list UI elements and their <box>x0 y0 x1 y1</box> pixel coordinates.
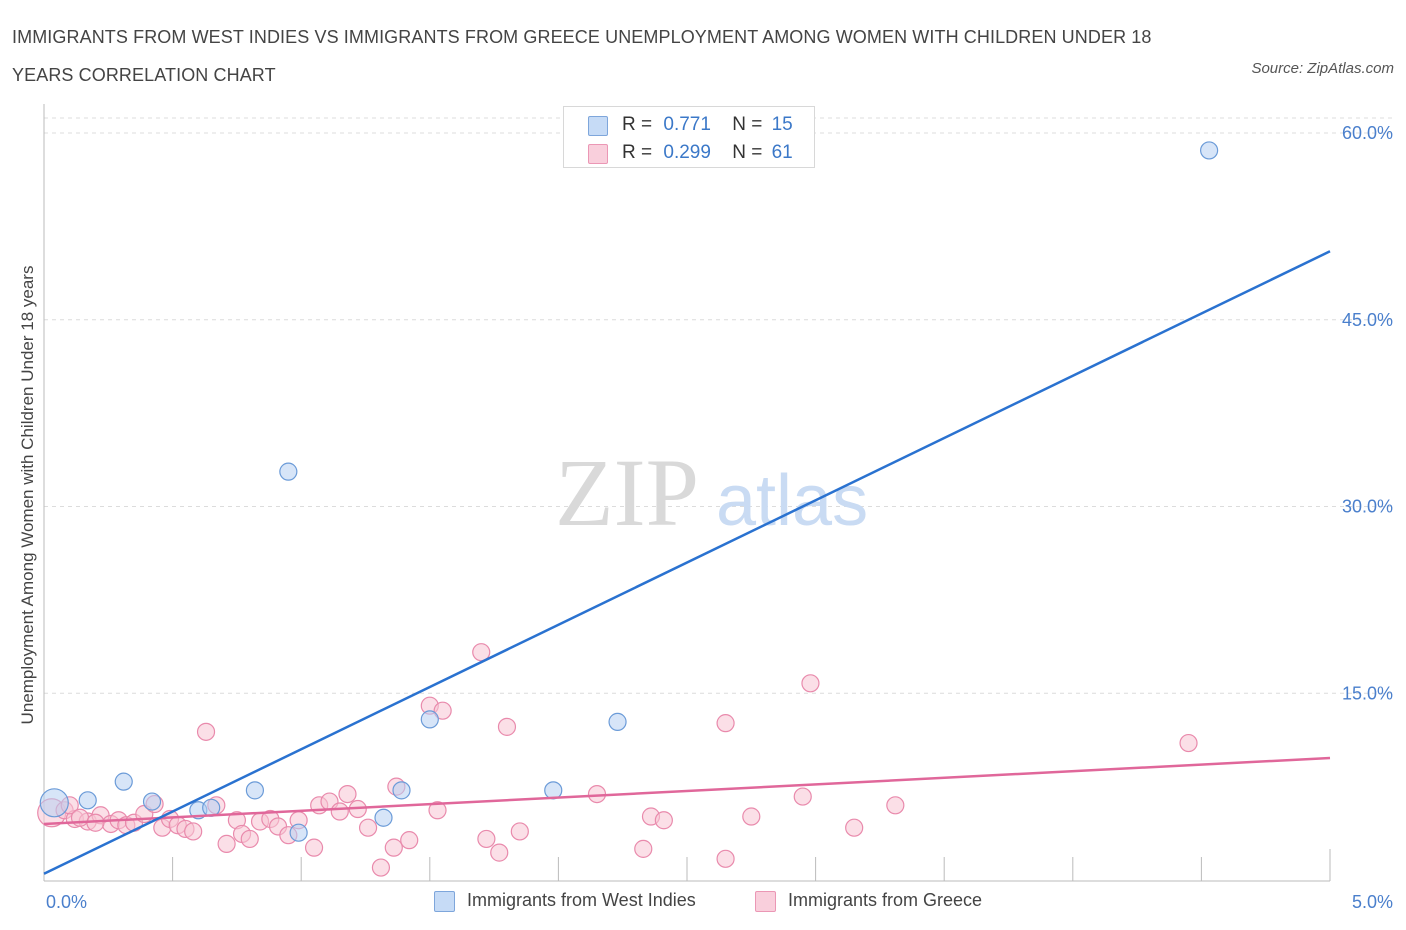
point-west-indies[interactable] <box>39 788 69 818</box>
point-greece[interactable] <box>184 822 203 841</box>
tick-labels: 15.0% 30.0% 45.0% 60.0% 0.0% 5.0% <box>46 123 1393 912</box>
point-greece[interactable] <box>433 701 452 720</box>
point-greece[interactable] <box>400 831 419 850</box>
point-west-indies[interactable] <box>142 792 162 811</box>
point-greece[interactable] <box>358 818 378 837</box>
point-west-indies[interactable] <box>289 823 308 842</box>
point-west-indies[interactable] <box>78 791 97 810</box>
trend-line-greece <box>43 756 1331 826</box>
y-tick-label: 15.0% <box>1342 683 1393 703</box>
point-greece[interactable] <box>716 849 735 868</box>
legend-label-greece: Immigrants from Greece <box>788 890 983 910</box>
stats-swatch-greece <box>588 144 608 164</box>
point-greece[interactable] <box>845 818 864 837</box>
gridlines <box>44 117 1395 694</box>
point-west-indies[interactable] <box>392 781 411 800</box>
point-greece[interactable] <box>70 808 90 827</box>
point-greece[interactable] <box>716 714 735 733</box>
point-greece[interactable] <box>634 839 653 858</box>
stats-swatch-west-indies <box>588 116 608 136</box>
point-greece[interactable] <box>490 843 509 862</box>
point-greece[interactable] <box>304 838 324 857</box>
point-west-indies[interactable] <box>374 808 393 827</box>
point-west-indies[interactable] <box>279 462 298 481</box>
y-tick-label: 60.0% <box>1342 123 1393 143</box>
x-tick-label-min: 0.0% <box>46 892 87 912</box>
point-west-indies[interactable] <box>420 710 439 729</box>
stats-n-label: N = <box>732 142 763 163</box>
watermark: ZIP atlas <box>555 439 868 546</box>
point-greece[interactable] <box>1179 733 1198 753</box>
correlation-stats-box: R = 0.771 N = 15 R = 0.299 N = 61 <box>563 106 815 168</box>
legend-swatch-west-indies <box>434 891 455 912</box>
point-greece[interactable] <box>477 829 496 849</box>
trend-line-west-indies <box>43 250 1331 875</box>
y-tick-label: 45.0% <box>1342 310 1393 330</box>
point-west-indies[interactable] <box>608 712 627 731</box>
point-west-indies[interactable] <box>1200 141 1219 160</box>
data-points <box>37 141 1219 877</box>
point-greece[interactable] <box>338 784 357 804</box>
legend-swatch-greece <box>755 891 776 912</box>
watermark-atlas: atlas <box>716 461 868 541</box>
point-greece[interactable] <box>886 796 905 815</box>
y-tick-label: 30.0% <box>1342 497 1393 517</box>
trend-lines <box>43 250 1331 875</box>
stats-r-value: 0.299 <box>663 142 711 163</box>
legend-label-west-indies: Immigrants from West Indies <box>467 890 696 910</box>
stats-n-label: N = <box>732 114 763 135</box>
point-greece[interactable] <box>472 643 491 662</box>
stats-r-label: R = <box>622 142 653 163</box>
watermark-zip: ZIP <box>555 439 699 546</box>
point-greece[interactable] <box>330 802 349 821</box>
point-greece[interactable] <box>196 722 216 741</box>
stats-n-value: 61 <box>771 142 793 163</box>
point-west-indies[interactable] <box>245 781 265 800</box>
stats-r-value: 0.771 <box>663 114 711 135</box>
point-greece[interactable] <box>217 834 236 853</box>
point-west-indies[interactable] <box>114 772 133 791</box>
point-greece[interactable] <box>742 807 761 826</box>
point-greece[interactable] <box>654 811 673 830</box>
point-greece[interactable] <box>497 717 517 736</box>
point-greece[interactable] <box>371 858 391 877</box>
point-greece[interactable] <box>428 801 447 820</box>
chart-legend: Immigrants from West Indies Immigrants f… <box>0 888 1406 918</box>
point-west-indies[interactable] <box>202 798 221 817</box>
stats-r-label: R = <box>622 114 653 135</box>
point-greece[interactable] <box>384 838 403 857</box>
point-greece[interactable] <box>240 829 259 849</box>
point-greece[interactable] <box>510 822 529 841</box>
point-greece[interactable] <box>801 674 820 693</box>
chart-title: IMMIGRANTS FROM WEST INDIES VS IMMIGRANT… <box>12 27 1152 85</box>
source-credit: Source: ZipAtlas.com <box>1251 60 1394 77</box>
stats-n-value: 15 <box>771 114 793 135</box>
point-greece[interactable] <box>793 787 812 806</box>
x-tick-label-max: 5.0% <box>1352 892 1393 912</box>
axes <box>43 104 1331 882</box>
